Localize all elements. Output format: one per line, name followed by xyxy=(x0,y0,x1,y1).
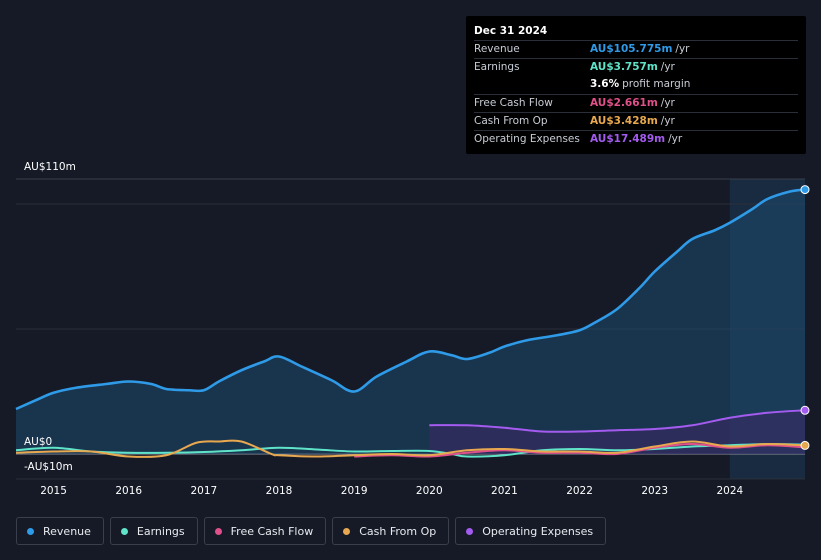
revenue-end-marker[interactable] xyxy=(800,185,810,195)
tooltip-row-value: AU$105.775m xyxy=(590,43,673,55)
legend-dot-icon xyxy=(214,527,222,535)
tooltip-row: Free Cash Flow AU$2.661m/yr xyxy=(474,93,798,112)
tooltip-row-label: Cash From Op xyxy=(474,114,548,127)
cash-from-op-end-marker[interactable] xyxy=(800,440,810,450)
tooltip-row-value: AU$2.661m xyxy=(590,96,658,109)
tooltip-row-unit: /yr xyxy=(675,43,690,55)
x-tick-label: 2022 xyxy=(566,485,593,497)
x-tick-label: 2019 xyxy=(340,485,368,497)
tooltip-row-value: AU$17.489m xyxy=(590,132,666,145)
tooltip-row-label xyxy=(474,76,590,93)
legend-label: Cash From Op xyxy=(359,524,437,538)
tooltip-row-unit: /yr xyxy=(668,132,683,145)
legend-item-operating-expenses[interactable]: Operating Expenses xyxy=(455,517,607,545)
y-tick-label: -AU$10m xyxy=(24,461,73,473)
x-tick-label: 2023 xyxy=(641,485,669,497)
y-tick-label: AU$110m xyxy=(24,161,76,173)
revenue-line xyxy=(15,188,806,411)
tooltip-row-label: Revenue xyxy=(474,43,520,55)
legend-label: Free Cash Flow xyxy=(230,524,314,538)
end-markers xyxy=(800,185,810,450)
legend-item-revenue[interactable]: Revenue xyxy=(16,517,104,545)
cash-from-op-line xyxy=(15,439,806,458)
operating-expenses-line xyxy=(429,409,806,433)
tooltip-row: Revenue AU$105.775m/yr xyxy=(474,40,798,58)
y-tick-label: AU$0 xyxy=(24,436,53,448)
legend-item-earnings[interactable]: Earnings xyxy=(109,517,198,545)
series-fills xyxy=(16,189,805,454)
tooltip-row-value: 3.6% xyxy=(590,78,620,91)
earnings-line xyxy=(15,442,806,458)
x-tick-label: 2015 xyxy=(40,485,67,497)
operating-expenses-end-marker[interactable] xyxy=(800,405,810,415)
x-tick-label: 2020 xyxy=(415,485,443,497)
x-tick-label: 2017 xyxy=(190,485,218,497)
legend-label: Operating Expenses xyxy=(482,524,594,538)
x-tick-label: 2016 xyxy=(115,485,143,497)
series-lines xyxy=(15,188,806,458)
free-cash-flow-line xyxy=(354,443,806,458)
legend-item-cash-from-op[interactable]: Cash From Op xyxy=(332,517,450,545)
tooltip-row-unit: /yr xyxy=(660,114,675,127)
tooltip-row-unit: /yr xyxy=(660,96,675,109)
revenue-area xyxy=(16,189,805,454)
tooltip-row-label: Earnings xyxy=(474,61,520,74)
tooltip-panel: Dec 31 2024 Revenue AU$105.775m/yr Earning… xyxy=(466,16,806,154)
tooltip-row-value: AU$3.428m xyxy=(590,114,658,127)
x-tick-label: 2018 xyxy=(265,485,293,497)
legend-dot-icon xyxy=(120,527,128,535)
x-tick-label: 2021 xyxy=(491,485,518,497)
tooltip-row-label: Free Cash Flow xyxy=(474,96,553,109)
legend-dot-icon xyxy=(343,527,351,535)
legend-label: Earnings xyxy=(136,524,185,538)
tooltip-row: Earnings AU$3.757m/yr xyxy=(474,58,798,76)
legend-dot-icon xyxy=(466,527,474,535)
legend-dot-icon xyxy=(27,527,34,535)
tooltip-row-value: AU$3.757m xyxy=(590,61,658,74)
x-tick-label: 2024 xyxy=(716,485,744,497)
tooltip-date: Dec 31 2024 xyxy=(474,25,548,37)
tooltip-row-label: Operating Expenses xyxy=(474,132,580,145)
legend-item-free-cash-flow[interactable]: Free Cash Flow xyxy=(203,517,327,545)
legend-label: Revenue xyxy=(43,524,91,538)
tooltip-row: 3.6% profit margin xyxy=(474,76,798,93)
tooltip-row: Operating Expenses AU$17.489m/yr xyxy=(474,129,798,148)
tooltip-row: Cash From Op AU$3.428m/yr xyxy=(474,111,798,130)
tooltip-row-unit: /yr xyxy=(660,61,675,74)
legend: Revenue Earnings Free Cash Flow Cash From O… xyxy=(16,517,607,545)
tooltip-row-unit: profit margin xyxy=(622,78,691,91)
